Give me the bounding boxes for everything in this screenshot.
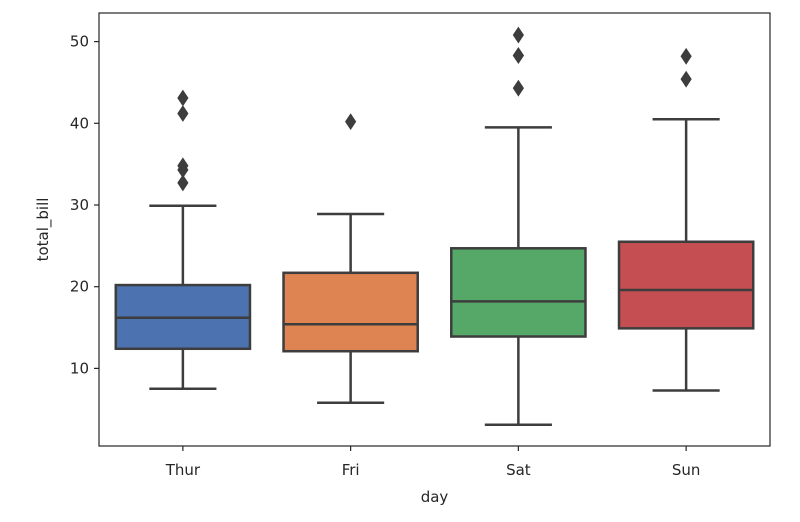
y-axis-ticks: 10 20 30 40 50 (70, 33, 99, 377)
outlier-point (345, 113, 357, 131)
iqr-box (450, 247, 587, 338)
outlier-point (512, 47, 524, 64)
iqr-box (282, 271, 419, 353)
x-tick-label: Fri (342, 461, 360, 479)
boxes (114, 26, 755, 427)
x-axis-ticks: Thur Fri Sat Sun (165, 446, 701, 479)
outlier-point (680, 47, 692, 65)
outlier-point (512, 26, 524, 44)
y-tick-label: 20 (70, 278, 89, 296)
x-tick-label: Sat (506, 461, 531, 479)
outlier-point (177, 89, 189, 107)
iqr-box (617, 240, 755, 330)
y-axis-label: total_bill (34, 198, 53, 262)
outlier-point (177, 105, 189, 122)
box-sun (617, 47, 755, 392)
x-axis-label: day (421, 488, 449, 506)
y-tick-label: 10 (70, 359, 89, 377)
y-tick-label: 50 (70, 33, 89, 51)
x-tick-label: Thur (165, 461, 201, 479)
outlier-point (512, 79, 524, 97)
box-thur (114, 89, 252, 391)
outlier-point (680, 70, 692, 88)
box-fri (282, 113, 419, 404)
outlier-point (177, 174, 189, 192)
plot-frame (98, 12, 771, 447)
y-tick-label: 40 (70, 114, 89, 132)
x-tick-label: Sun (672, 461, 701, 479)
outlier-point (177, 157, 189, 175)
box-sat (450, 26, 587, 427)
y-tick-label: 30 (70, 196, 89, 214)
